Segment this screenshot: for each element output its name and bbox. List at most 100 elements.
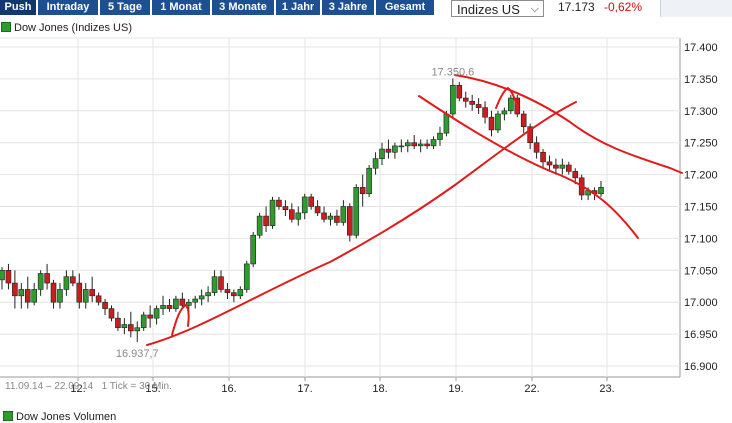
x-tick-label: 15. (145, 383, 160, 395)
candle (565, 161, 572, 175)
tab-push[interactable]: Push (0, 0, 36, 15)
candle-body (224, 289, 231, 293)
candle (353, 184, 360, 239)
mini-chart-thumbnail[interactable] (660, 0, 732, 17)
candle-body (282, 206, 289, 210)
candle-body (50, 282, 57, 303)
candle (12, 270, 18, 309)
tab-1-monat[interactable]: 1 Monat (152, 0, 210, 15)
candle-body (437, 132, 443, 140)
candle-body (501, 110, 508, 115)
candle (160, 295, 166, 315)
trendline-channel-top (454, 74, 683, 174)
candle (231, 289, 237, 303)
candle-body (5, 269, 12, 284)
candle (495, 110, 501, 134)
candle (501, 107, 508, 121)
candle (218, 270, 224, 293)
candle-body (327, 215, 334, 220)
candle-body (321, 212, 327, 220)
candle-body (198, 295, 205, 300)
candle (250, 232, 256, 268)
candle-body (462, 97, 469, 102)
candle-body (250, 234, 256, 265)
candle-body (147, 314, 153, 319)
candle-body (95, 295, 102, 303)
y-tick-label: 17.050 (684, 265, 718, 277)
candle-body (540, 151, 546, 163)
candle-body (18, 289, 25, 297)
candle-body (166, 305, 173, 309)
candle-body (450, 84, 456, 115)
date-range: 11.09.14 – 22.09.14 (5, 381, 94, 392)
candle (256, 212, 263, 239)
candle-body (430, 139, 437, 147)
candle-body (128, 324, 134, 332)
x-tick-label: 23. (599, 383, 614, 395)
candle (488, 110, 495, 137)
candle (347, 203, 353, 242)
candle (31, 283, 38, 306)
volume-label: Dow Jones Volumen (16, 411, 117, 423)
candle-body (546, 161, 553, 166)
tab-1-jahr[interactable]: 1 Jahr (276, 0, 320, 15)
candle (134, 321, 141, 342)
candle (50, 279, 57, 309)
candle-body (443, 113, 450, 134)
candle (140, 311, 147, 331)
candle (340, 200, 347, 226)
candle (321, 206, 327, 223)
candle-body (237, 289, 244, 297)
candle-body (218, 276, 224, 290)
candle-body (366, 167, 372, 195)
candle (70, 270, 76, 287)
x-tick-label: 16. (221, 383, 236, 395)
candle (37, 270, 44, 296)
candle-body (372, 158, 379, 169)
y-tick-label: 17.250 (684, 138, 718, 150)
trendline-support (146, 101, 577, 346)
candle-body (424, 143, 430, 147)
tab-5-tage[interactable]: 5 Tage (100, 0, 150, 15)
candle-body (89, 289, 95, 297)
candle (166, 299, 173, 312)
tab-3-monate[interactable]: 3 Monate (212, 0, 274, 15)
candle (437, 126, 443, 146)
candle (553, 158, 559, 175)
candle-body (263, 215, 269, 226)
candle (372, 152, 379, 175)
candle-body (12, 282, 18, 297)
candle-body (192, 298, 199, 303)
candle (508, 94, 514, 114)
candle (527, 123, 533, 150)
exchange-select[interactable]: Indizes US ⌵ (451, 0, 544, 17)
volume-panel-label: Dow Jones Volumen (3, 411, 116, 423)
candle-body (108, 308, 115, 319)
tab-intraday[interactable]: Intraday (38, 0, 98, 15)
candle-body (495, 113, 501, 131)
candle (282, 200, 289, 217)
y-tick-label: 16.900 (684, 361, 718, 373)
candle (417, 139, 424, 153)
candle-body (121, 324, 128, 329)
tab-3-jahre[interactable]: 3 Jahre (322, 0, 374, 15)
candle (334, 209, 340, 226)
candle-body (256, 215, 263, 236)
candle (224, 283, 231, 300)
candle (192, 295, 199, 309)
candle (198, 289, 205, 306)
last-price: 17.173 (558, 0, 595, 14)
candle-body (508, 97, 514, 112)
candle-body (185, 301, 192, 306)
low-label: 16.937,7 (116, 348, 159, 360)
candle-body (179, 298, 186, 306)
candle-body (115, 317, 121, 329)
candle (314, 200, 321, 217)
candle (424, 139, 430, 150)
candle (115, 311, 121, 331)
tab-gesamt[interactable]: Gesamt (376, 0, 434, 15)
candle-body (314, 206, 321, 214)
candle-body (269, 199, 276, 226)
candle-body (392, 145, 398, 153)
